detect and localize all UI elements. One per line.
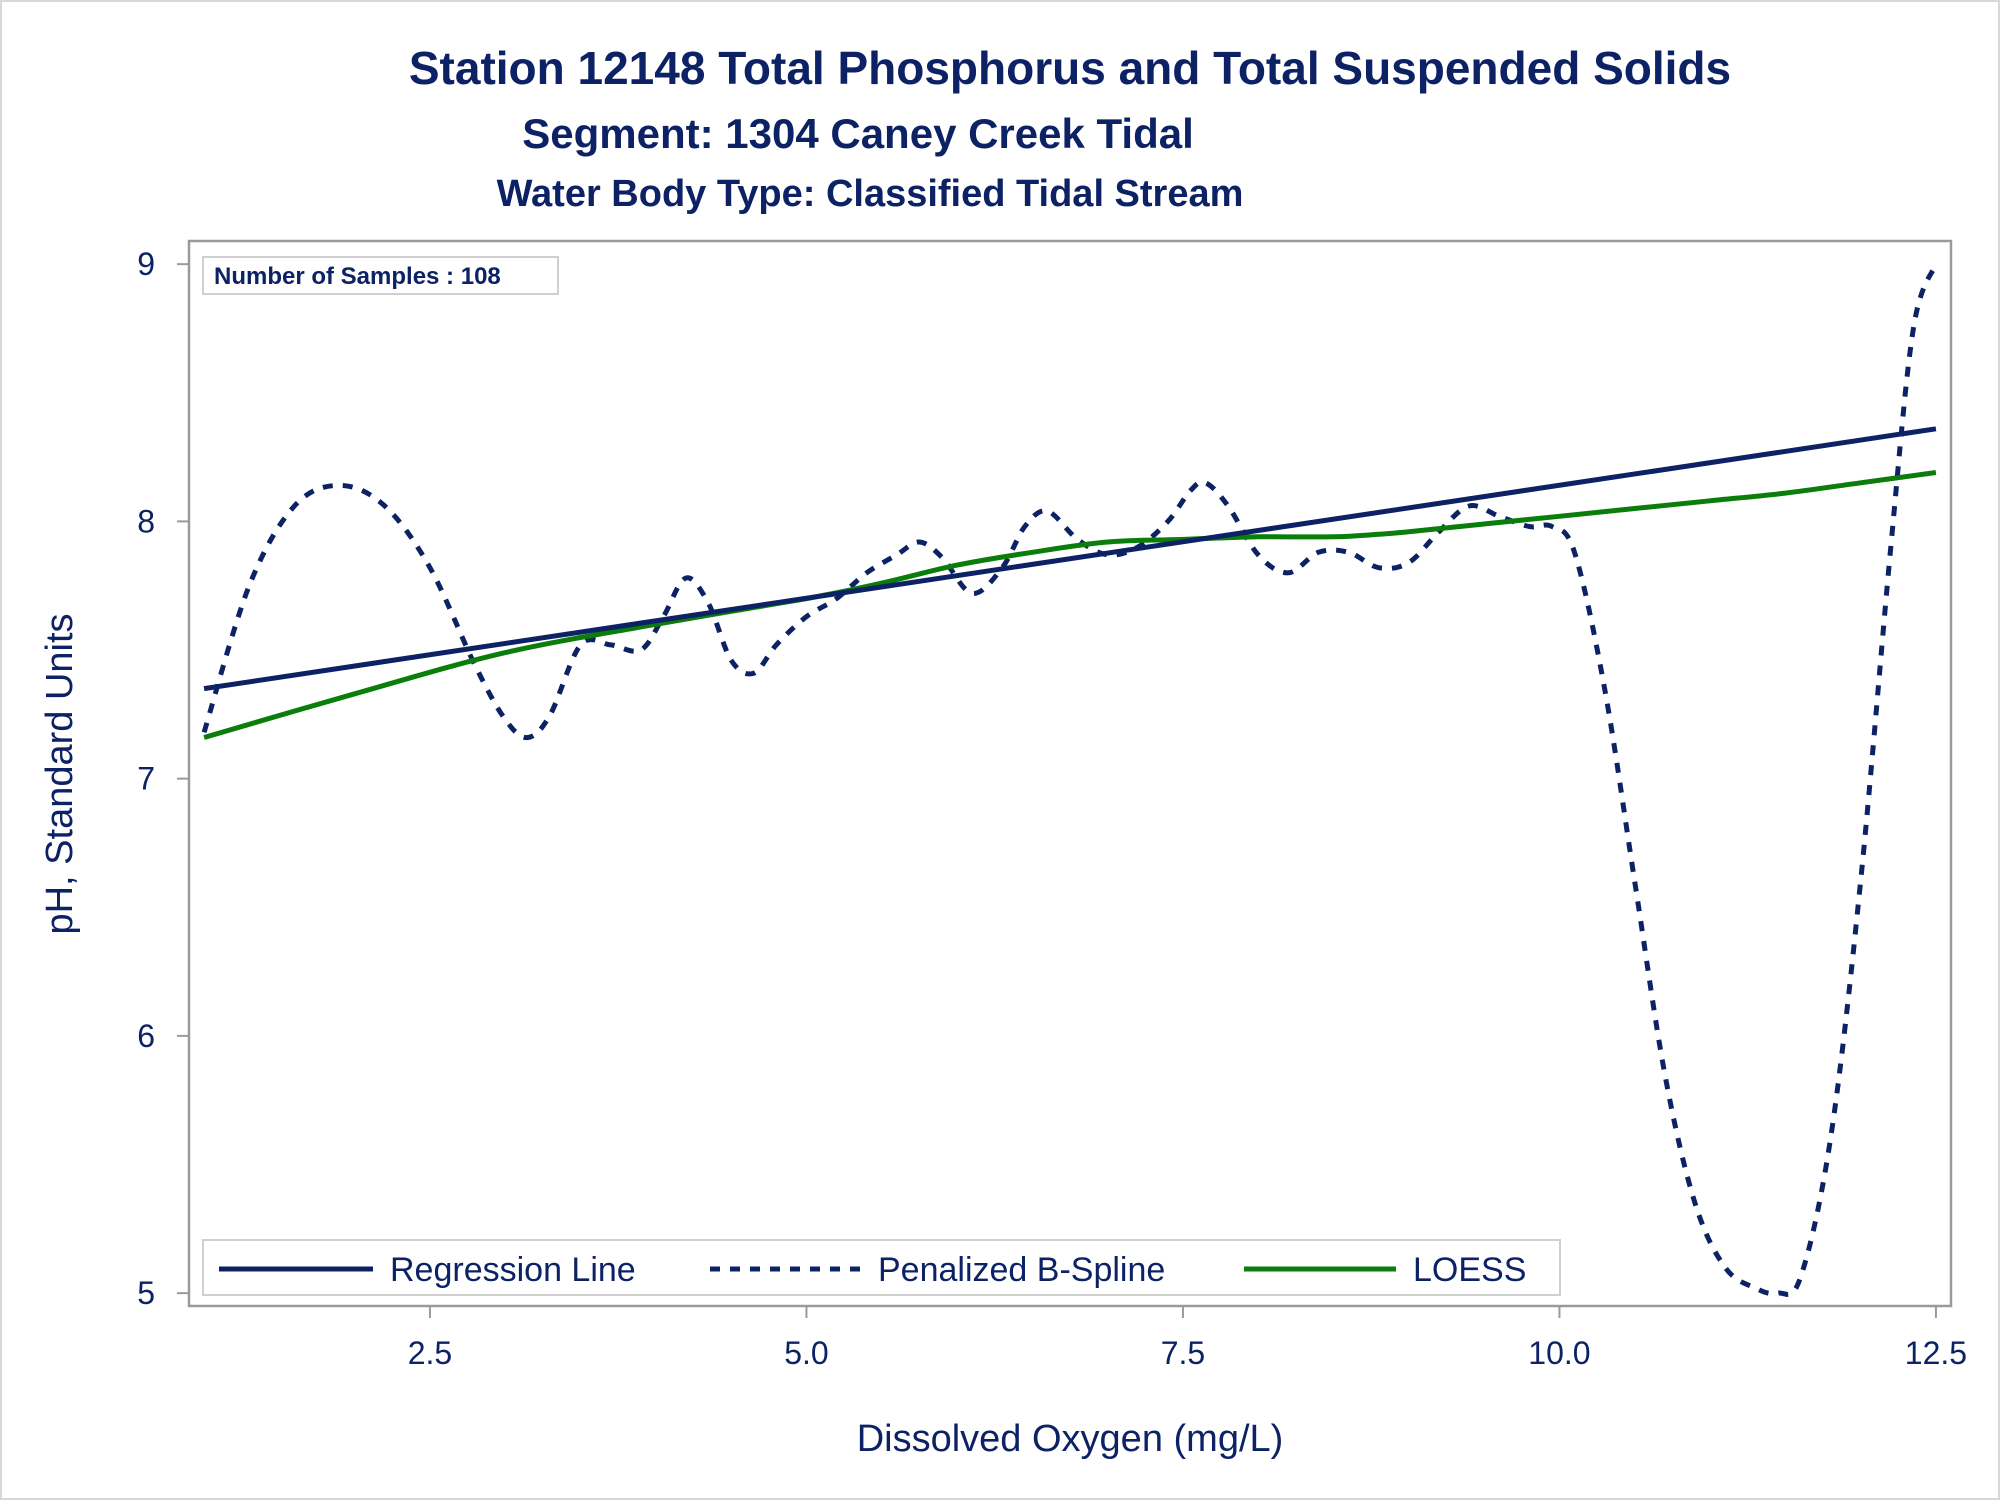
y-tick-label: 9 [137, 246, 155, 282]
y-tick-label: 8 [137, 503, 155, 539]
sample-count-label: Number of Samples : 108 [214, 263, 501, 290]
x-tick-label: 7.5 [1161, 1335, 1205, 1371]
legend: Regression Line Penalized B-Spline LOESS [219, 1251, 1526, 1289]
legend-label-loess: LOESS [1413, 1251, 1526, 1289]
x-tick-label: 12.5 [1905, 1335, 1967, 1371]
y-tick-label: 6 [137, 1018, 155, 1054]
series-layer [201, 263, 1939, 1297]
x-axis-label: Dissolved Oxygen (mg/L) [857, 1418, 1284, 1460]
y-tick-label: 7 [137, 761, 155, 797]
y-axis-ticks: 5 6 7 8 9 [137, 246, 189, 1311]
x-axis-ticks: 2.5 5.0 7.5 10.0 12.5 [408, 1306, 1967, 1371]
sample-count-box [202, 256, 559, 295]
x-tick-label: 10.0 [1528, 1335, 1590, 1371]
regression-line [203, 426, 1937, 692]
chart-subtitle: Segment: 1304 Caney Creek Tidal [522, 110, 1194, 157]
y-tick-label: 5 [137, 1275, 155, 1311]
y-axis-label: pH, Standard Units [39, 613, 81, 934]
legend-label-regression-line: Regression Line [390, 1251, 636, 1289]
plot-area-border [187, 239, 1953, 1308]
loess-line [203, 470, 1937, 740]
chart-title: Station 12148 Total Phosphorus and Total… [409, 42, 1731, 94]
legend-label-penalized-b-spline: Penalized B-Spline [878, 1251, 1165, 1289]
x-tick-label: 2.5 [408, 1335, 452, 1371]
penalized-b-spline-line [201, 263, 1939, 1297]
x-tick-label: 5.0 [784, 1335, 828, 1371]
chart-subtitle-2: Water Body Type: Classified Tidal Stream [497, 173, 1244, 215]
